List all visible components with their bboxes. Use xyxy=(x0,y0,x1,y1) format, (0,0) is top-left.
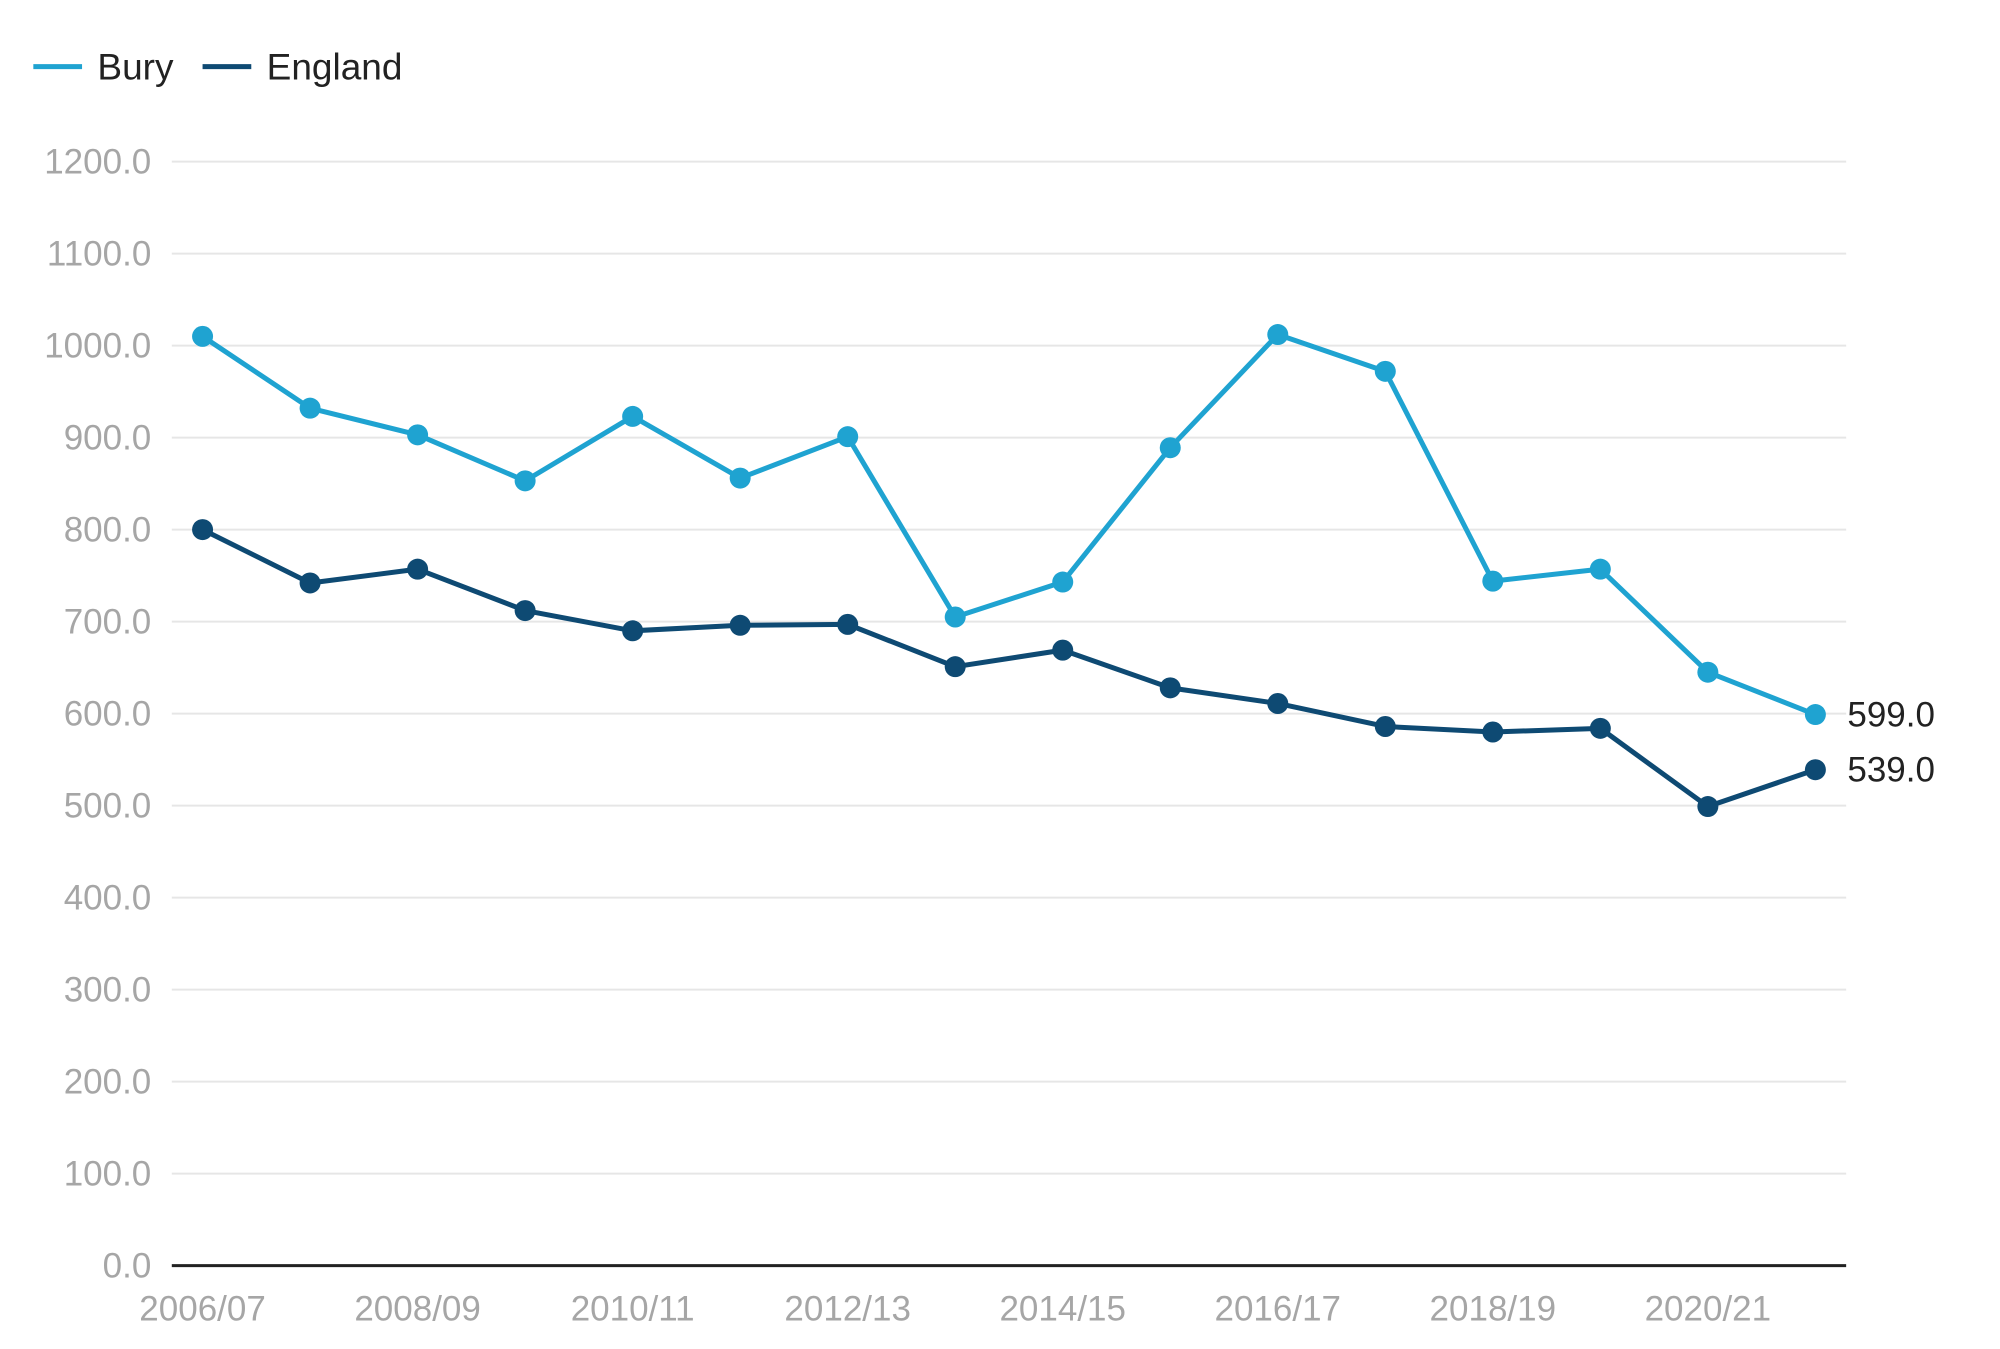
y-tick-label: 500.0 xyxy=(64,787,152,826)
end-labels: 599.0 539.0 xyxy=(1847,696,1935,790)
y-tick-label: 600.0 xyxy=(64,695,152,734)
x-tick-label: 2018/19 xyxy=(1430,1290,1557,1329)
data-point-england xyxy=(1804,759,1826,781)
x-axis-tick-labels: 2006/07 2008/09 2010/11 2012/13 2014/15 2016/… xyxy=(139,1290,1771,1329)
data-point-england xyxy=(1589,717,1611,739)
series-line-bury xyxy=(201,332,1817,717)
data-point-bury xyxy=(1482,570,1504,592)
x-tick-label: 2014/15 xyxy=(999,1290,1126,1329)
y-tick-label: 1000.0 xyxy=(44,327,151,366)
data-point-bury xyxy=(622,405,644,427)
series-line-england xyxy=(201,527,1817,810)
data-point-england xyxy=(729,614,751,636)
grid-lines xyxy=(171,160,1847,1175)
x-tick-label: 2012/13 xyxy=(784,1290,911,1329)
legend: Bury England xyxy=(33,47,402,88)
x-tick-label: 2016/17 xyxy=(1215,1290,1342,1329)
y-axis-tick-labels: 0.0 100.0 200.0 300.0 400.0 500.0 600.0 700.0 80… xyxy=(44,143,151,1286)
data-point-bury xyxy=(1159,437,1181,459)
x-tick-label: 2010/11 xyxy=(571,1290,695,1329)
end-value-label-england: 539.0 xyxy=(1847,751,1935,790)
data-point-bury xyxy=(1374,360,1396,382)
data-point-bury xyxy=(407,424,429,446)
series-group xyxy=(192,324,1826,818)
data-point-bury xyxy=(299,397,321,419)
x-tick-label: 2008/09 xyxy=(354,1290,481,1329)
x-tick-label: 2020/21 xyxy=(1645,1290,1772,1329)
data-point-bury xyxy=(1052,571,1074,593)
data-point-bury xyxy=(192,325,214,347)
y-tick-label: 400.0 xyxy=(64,879,152,918)
data-point-bury xyxy=(729,467,751,489)
data-point-england xyxy=(1267,692,1289,714)
data-point-england xyxy=(1052,639,1074,661)
data-point-england xyxy=(407,558,429,580)
legend-label: England xyxy=(267,47,403,88)
data-point-england xyxy=(1374,715,1396,737)
data-point-england xyxy=(299,572,321,594)
data-point-england xyxy=(944,656,966,678)
y-tick-label: 1100.0 xyxy=(47,235,151,274)
legend-label: Bury xyxy=(97,47,174,88)
data-point-england xyxy=(192,519,214,541)
data-point-england xyxy=(1482,721,1504,743)
data-point-england xyxy=(837,613,859,635)
y-tick-label: 900.0 xyxy=(64,419,152,458)
y-tick-label: 0.0 xyxy=(103,1247,152,1286)
y-tick-label: 200.0 xyxy=(64,1063,152,1102)
y-tick-label: 1200.0 xyxy=(44,143,151,182)
data-point-bury xyxy=(1267,324,1289,346)
y-tick-label: 800.0 xyxy=(64,511,152,550)
data-point-bury xyxy=(837,426,859,448)
y-tick-label: 700.0 xyxy=(64,603,152,642)
y-tick-label: 300.0 xyxy=(64,971,152,1010)
data-point-england xyxy=(1697,796,1719,818)
data-point-england xyxy=(1159,677,1181,699)
data-point-england xyxy=(622,620,644,642)
data-point-bury xyxy=(1697,661,1719,683)
data-point-bury xyxy=(514,470,536,492)
legend-item-bury: Bury xyxy=(33,47,174,88)
data-point-england xyxy=(514,600,536,622)
data-point-bury xyxy=(1589,558,1611,580)
data-point-bury xyxy=(944,606,966,628)
end-value-label-bury: 599.0 xyxy=(1847,696,1935,735)
data-point-bury xyxy=(1804,704,1826,726)
y-tick-label: 100.0 xyxy=(64,1155,152,1194)
legend-item-england: England xyxy=(202,47,403,88)
x-tick-label: 2006/07 xyxy=(139,1290,266,1329)
